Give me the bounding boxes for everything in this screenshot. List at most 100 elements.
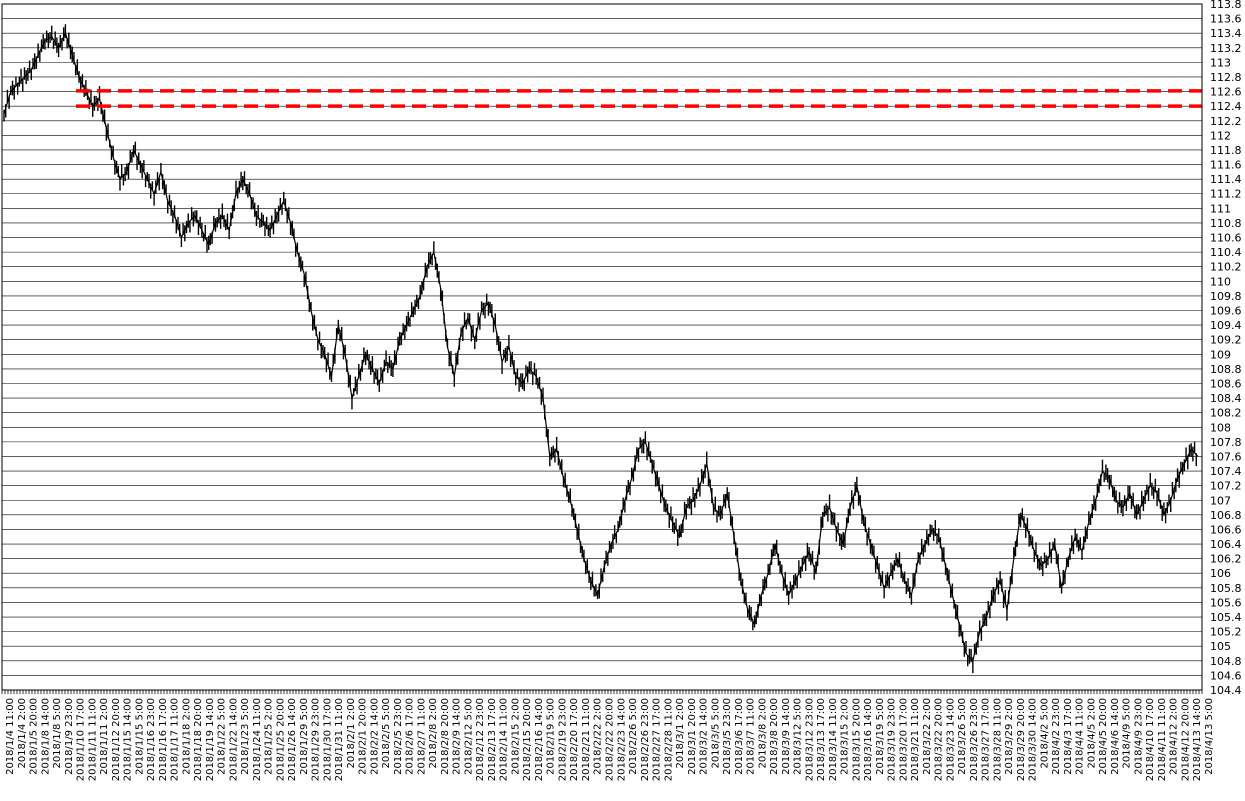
x-tick-label: 2018/3/30 14:00 bbox=[1028, 698, 1039, 781]
x-tick-label: 2018/2/7 11:00 bbox=[416, 698, 427, 775]
x-tick-label: 2018/3/12 5:00 bbox=[793, 698, 804, 775]
x-tick-label: 2018/1/26 14:00 bbox=[287, 698, 298, 781]
x-tick-label: 2018/4/13 5:00 bbox=[1204, 698, 1215, 775]
y-tick-label: 105 bbox=[1210, 640, 1231, 653]
y-tick-label: 112 bbox=[1210, 129, 1231, 142]
x-tick-label: 2018/1/19 14:00 bbox=[205, 698, 216, 781]
x-tick-label: 2018/3/19 5:00 bbox=[875, 698, 886, 775]
x-tick-label: 2018/1/11 11:00 bbox=[87, 698, 98, 781]
x-tick-label: 2018/4/4 11:00 bbox=[1075, 698, 1086, 775]
y-tick-label: 109.8 bbox=[1210, 290, 1242, 303]
x-tick-label: 2018/1/15 14:00 bbox=[123, 698, 134, 781]
x-tick-label: 2018/3/5 23:00 bbox=[722, 698, 733, 775]
y-tick-label: 111.2 bbox=[1210, 188, 1242, 201]
x-tick-label: 2018/3/7 11:00 bbox=[746, 698, 757, 775]
y-tick-label: 104.6 bbox=[1210, 669, 1242, 682]
y-tick-label: 108.2 bbox=[1210, 407, 1242, 420]
x-tick-label: 2018/2/15 20:00 bbox=[522, 698, 533, 781]
x-tick-label: 2018/2/13 17:00 bbox=[487, 698, 498, 781]
x-tick-label: 2018/2/5 5:00 bbox=[381, 698, 392, 769]
x-tick-label: 2018/4/3 17:00 bbox=[1063, 698, 1074, 775]
y-tick-label: 107 bbox=[1210, 494, 1231, 507]
y-tick-label: 108.8 bbox=[1210, 363, 1242, 376]
x-tick-label: 2018/3/1 2:00 bbox=[675, 698, 686, 769]
y-tick-label: 108.4 bbox=[1210, 392, 1242, 405]
y-tick-label: 109 bbox=[1210, 348, 1231, 361]
x-tick-label: 2018/3/23 14:00 bbox=[945, 698, 956, 781]
y-tick-label: 105.8 bbox=[1210, 582, 1242, 595]
x-tick-label: 2018/1/22 5:00 bbox=[217, 698, 228, 775]
y-tick-label: 106.4 bbox=[1210, 538, 1242, 551]
x-tick-label: 2018/3/19 23:00 bbox=[887, 698, 898, 781]
y-tick-label: 105.6 bbox=[1210, 596, 1242, 609]
y-tick-label: 109.4 bbox=[1210, 319, 1242, 332]
x-tick-label: 2018/2/2 14:00 bbox=[369, 698, 380, 775]
x-tick-label: 2018/2/21 11:00 bbox=[581, 698, 592, 781]
x-tick-label: 2018/2/19 23:00 bbox=[558, 698, 569, 781]
x-tick-label: 2018/4/9 23:00 bbox=[1134, 698, 1145, 775]
x-tick-label: 2018/2/22 2:00 bbox=[593, 698, 604, 775]
x-tick-label: 2018/2/8 2:00 bbox=[428, 698, 439, 769]
y-tick-label: 109.2 bbox=[1210, 334, 1242, 347]
x-tick-label: 2018/1/18 20:00 bbox=[193, 698, 204, 781]
x-tick-label: 2018/4/12 20:00 bbox=[1181, 698, 1192, 781]
x-tick-label: 2018/1/29 5:00 bbox=[299, 698, 310, 775]
x-tick-label: 2018/3/14 11:00 bbox=[828, 698, 839, 781]
x-tick-label: 2018/3/12 23:00 bbox=[804, 698, 815, 781]
x-tick-label: 2018/1/8 5:00 bbox=[52, 698, 63, 769]
x-tick-label: 2018/2/26 5:00 bbox=[628, 698, 639, 775]
x-tick-label: 2018/3/22 2:00 bbox=[922, 698, 933, 775]
price-line bbox=[3, 31, 1199, 663]
y-tick-label: 105.2 bbox=[1210, 626, 1242, 639]
x-tick-label: 2018/3/20 17:00 bbox=[898, 698, 909, 781]
x-tick-label: 2018/2/9 14:00 bbox=[452, 698, 463, 775]
x-tick-label: 2018/4/5 20:00 bbox=[1098, 698, 1109, 775]
x-tick-label: 2018/3/2 14:00 bbox=[699, 698, 710, 775]
x-tick-label: 2018/4/5 2:00 bbox=[1087, 698, 1098, 769]
y-tick-label: 106.2 bbox=[1210, 553, 1242, 566]
y-tick-label: 107.6 bbox=[1210, 450, 1242, 463]
y-tick-label: 111.4 bbox=[1210, 173, 1242, 186]
price-series bbox=[3, 24, 1199, 674]
x-tick-label: 2018/1/16 23:00 bbox=[146, 698, 157, 781]
x-tick-label: 2018/3/15 2:00 bbox=[840, 698, 851, 775]
x-tick-label: 2018/1/29 23:00 bbox=[311, 698, 322, 781]
x-tick-label: 2018/4/11 11:00 bbox=[1157, 698, 1168, 781]
y-tick-label: 113 bbox=[1210, 56, 1231, 69]
x-tick-label: 2018/1/9 23:00 bbox=[64, 698, 75, 775]
x-tick-label: 2018/1/12 20:00 bbox=[111, 698, 122, 781]
x-tick-label: 2018/3/26 5:00 bbox=[957, 698, 968, 775]
x-tick-label: 2018/3/8 20:00 bbox=[769, 698, 780, 775]
x-tick-label: 2018/1/16 17:00 bbox=[158, 698, 169, 781]
y-tick-label: 110.2 bbox=[1210, 261, 1242, 274]
x-tick-label: 2018/1/5 20:00 bbox=[29, 698, 40, 775]
y-tick-label: 111 bbox=[1210, 202, 1231, 215]
x-tick-label: 2018/2/20 17:00 bbox=[569, 698, 580, 781]
x-tick-label: 2018/1/4 11:00 bbox=[5, 698, 16, 775]
y-tick-label: 105.4 bbox=[1210, 611, 1242, 624]
x-tick-label: 2018/1/25 2:00 bbox=[264, 698, 275, 775]
x-tick-label: 2018/3/28 11:00 bbox=[992, 698, 1003, 781]
x-tick-label: 2018/1/8 14:00 bbox=[40, 698, 51, 775]
y-tick-label: 110.8 bbox=[1210, 217, 1242, 230]
x-tick-label: 2018/2/16 14:00 bbox=[534, 698, 545, 781]
x-tick-label: 2018/4/10 17:00 bbox=[1145, 698, 1156, 781]
y-tick-label: 113.4 bbox=[1210, 27, 1242, 40]
y-tick-label: 112.8 bbox=[1210, 71, 1242, 84]
x-tick-label: 2018/2/8 20:00 bbox=[440, 698, 451, 775]
y-tick-label: 108 bbox=[1210, 421, 1231, 434]
x-tick-label: 2018/2/27 17:00 bbox=[652, 698, 663, 781]
chart-grid bbox=[1, 3, 1203, 694]
y-tick-label: 110.4 bbox=[1210, 246, 1242, 259]
x-tick-label: 2018/2/26 23:00 bbox=[640, 698, 651, 781]
x-tick-label: 2018/2/5 23:00 bbox=[393, 698, 404, 775]
x-tick-label: 2018/1/18 2:00 bbox=[181, 698, 192, 775]
x-tick-label: 2018/1/23 5:00 bbox=[240, 698, 251, 775]
x-tick-label: 2018/1/15 5:00 bbox=[134, 698, 145, 775]
x-tick-label: 2018/3/13 17:00 bbox=[816, 698, 827, 781]
x-tick-label: 2018/1/11 2:00 bbox=[99, 698, 110, 775]
x-tick-label: 2018/2/22 20:00 bbox=[605, 698, 616, 781]
x-tick-label: 2018/3/27 17:00 bbox=[981, 698, 992, 781]
